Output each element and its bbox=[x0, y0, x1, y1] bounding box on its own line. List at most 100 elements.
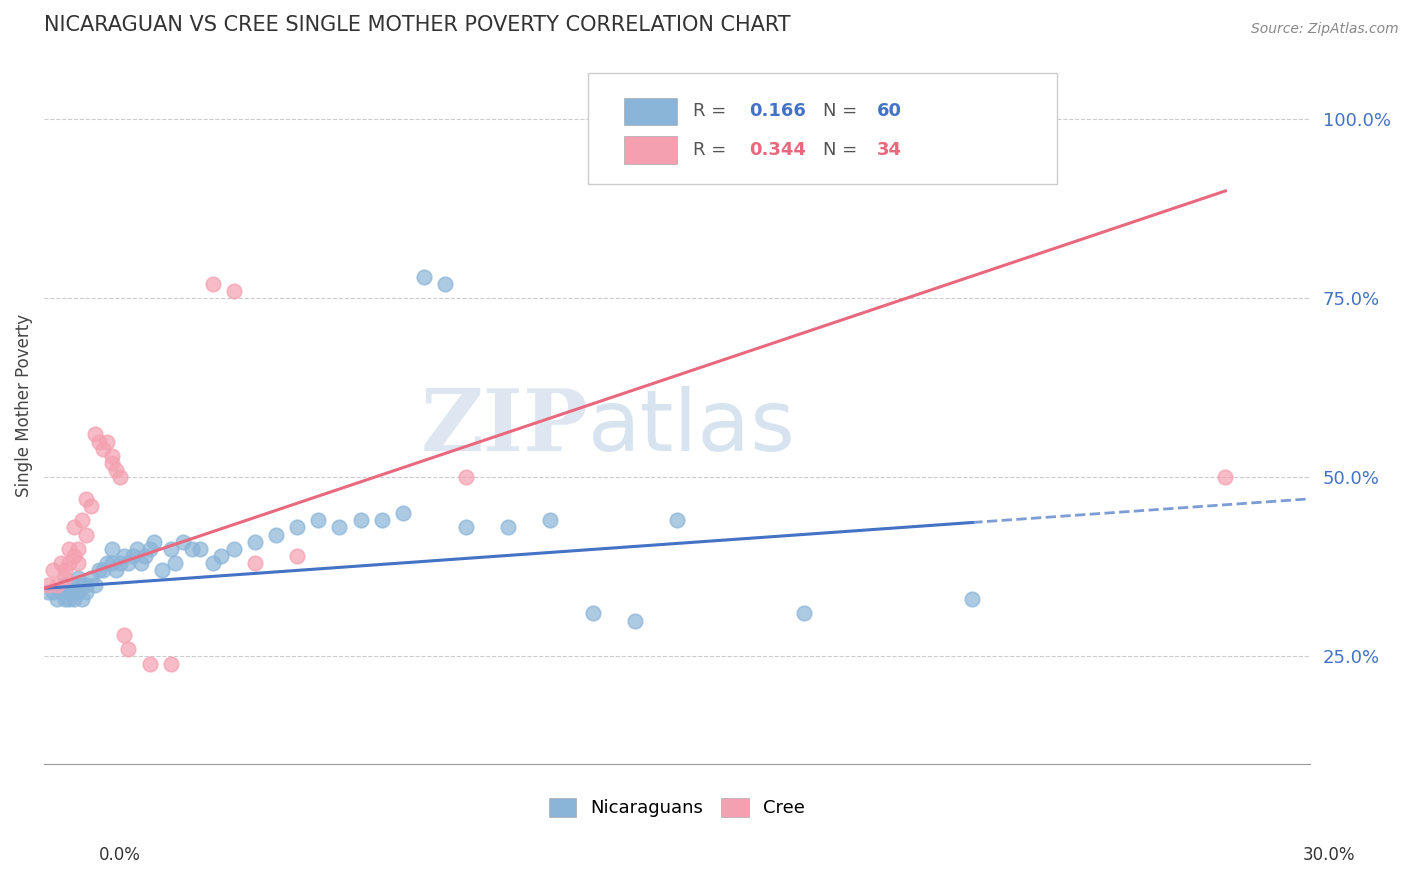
Point bbox=[243, 557, 266, 571]
Point bbox=[49, 585, 72, 599]
Text: R =: R = bbox=[693, 103, 733, 120]
Text: 34: 34 bbox=[877, 141, 901, 159]
Point bbox=[222, 284, 245, 298]
Point bbox=[62, 578, 84, 592]
Point bbox=[58, 592, 80, 607]
Point bbox=[264, 527, 287, 541]
Point bbox=[496, 520, 519, 534]
Point bbox=[454, 520, 477, 534]
Point bbox=[41, 564, 63, 578]
Point bbox=[138, 541, 160, 556]
FancyBboxPatch shape bbox=[624, 98, 676, 125]
Point bbox=[243, 534, 266, 549]
Point bbox=[66, 585, 89, 599]
Point bbox=[100, 456, 122, 470]
Point bbox=[53, 578, 76, 592]
Point bbox=[62, 520, 84, 534]
Point bbox=[37, 585, 59, 599]
Point bbox=[665, 513, 688, 527]
Point bbox=[222, 541, 245, 556]
Point bbox=[117, 642, 139, 657]
Y-axis label: Single Mother Poverty: Single Mother Poverty bbox=[15, 314, 32, 498]
Point bbox=[117, 557, 139, 571]
Point bbox=[45, 592, 67, 607]
Point bbox=[83, 578, 105, 592]
Point bbox=[66, 571, 89, 585]
Point bbox=[41, 585, 63, 599]
Point bbox=[307, 513, 329, 527]
Legend: Nicaraguans, Cree: Nicaraguans, Cree bbox=[540, 789, 814, 826]
Point bbox=[100, 449, 122, 463]
Point bbox=[58, 541, 80, 556]
Point bbox=[159, 541, 181, 556]
Text: NICARAGUAN VS CREE SINGLE MOTHER POVERTY CORRELATION CHART: NICARAGUAN VS CREE SINGLE MOTHER POVERTY… bbox=[44, 15, 790, 35]
Point bbox=[58, 557, 80, 571]
Point bbox=[201, 277, 224, 291]
Point bbox=[201, 557, 224, 571]
Point bbox=[581, 607, 603, 621]
Point bbox=[623, 614, 645, 628]
Point bbox=[328, 520, 350, 534]
Text: R =: R = bbox=[693, 141, 733, 159]
Point bbox=[75, 527, 97, 541]
Point bbox=[112, 628, 135, 642]
Point bbox=[180, 541, 202, 556]
Point bbox=[45, 578, 67, 592]
Point bbox=[104, 463, 127, 477]
Point bbox=[285, 520, 308, 534]
Point bbox=[62, 592, 84, 607]
Point bbox=[62, 549, 84, 563]
Point bbox=[1215, 470, 1237, 484]
Point bbox=[75, 578, 97, 592]
Point bbox=[349, 513, 371, 527]
Point bbox=[53, 571, 76, 585]
Point bbox=[112, 549, 135, 563]
Point bbox=[142, 534, 165, 549]
Point bbox=[53, 592, 76, 607]
Point bbox=[66, 557, 89, 571]
Point bbox=[412, 269, 434, 284]
Text: 60: 60 bbox=[877, 103, 901, 120]
Point bbox=[70, 592, 93, 607]
Point bbox=[108, 557, 131, 571]
Text: N =: N = bbox=[823, 103, 862, 120]
Point bbox=[163, 557, 186, 571]
Point bbox=[96, 557, 118, 571]
Point bbox=[108, 470, 131, 484]
Point bbox=[70, 513, 93, 527]
Text: 30.0%: 30.0% bbox=[1302, 846, 1355, 863]
FancyBboxPatch shape bbox=[624, 136, 676, 164]
Point bbox=[91, 442, 114, 456]
Point bbox=[100, 557, 122, 571]
Point bbox=[58, 585, 80, 599]
Point bbox=[134, 549, 156, 563]
Point bbox=[104, 564, 127, 578]
Point bbox=[121, 549, 143, 563]
Text: 0.166: 0.166 bbox=[749, 103, 806, 120]
Point bbox=[792, 607, 814, 621]
Point bbox=[91, 564, 114, 578]
Point bbox=[150, 564, 173, 578]
Point bbox=[454, 470, 477, 484]
Point bbox=[37, 578, 59, 592]
Point bbox=[138, 657, 160, 671]
Point bbox=[433, 277, 456, 291]
Point bbox=[75, 491, 97, 506]
Point bbox=[285, 549, 308, 563]
Point bbox=[172, 534, 194, 549]
Point bbox=[53, 564, 76, 578]
Point bbox=[96, 434, 118, 449]
Point bbox=[83, 427, 105, 442]
Point bbox=[962, 592, 984, 607]
Point bbox=[188, 541, 211, 556]
Text: N =: N = bbox=[823, 141, 862, 159]
Point bbox=[391, 506, 413, 520]
Text: Source: ZipAtlas.com: Source: ZipAtlas.com bbox=[1251, 22, 1399, 37]
Text: 0.344: 0.344 bbox=[749, 141, 806, 159]
Point bbox=[538, 513, 561, 527]
Point bbox=[49, 557, 72, 571]
Point bbox=[66, 541, 89, 556]
Point bbox=[87, 434, 110, 449]
Text: atlas: atlas bbox=[588, 385, 796, 468]
Point bbox=[75, 585, 97, 599]
